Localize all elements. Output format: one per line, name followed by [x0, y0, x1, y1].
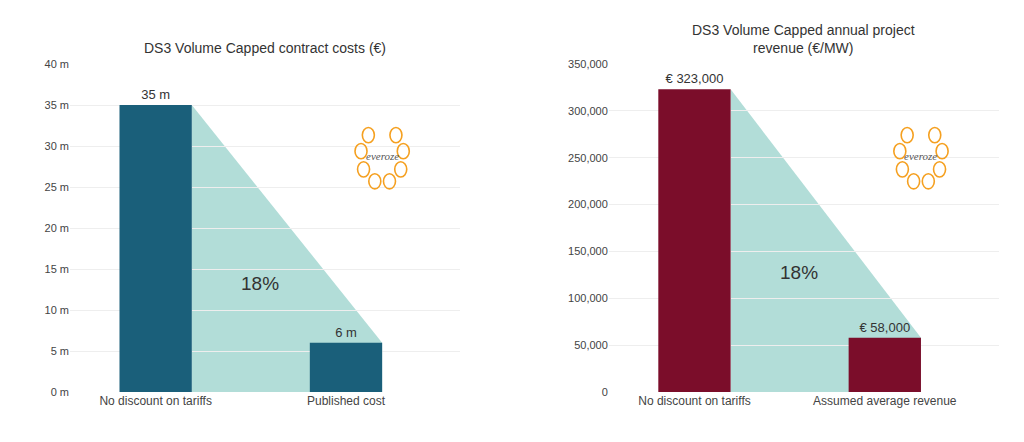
svg-text:25 m: 25 m [45, 181, 69, 193]
svg-text:No discount on tariffs: No discount on tariffs [99, 394, 212, 408]
svg-text:Published cost: Published cost [307, 394, 386, 408]
svg-text:40 m: 40 m [45, 58, 69, 70]
svg-text:150,000: 150,000 [568, 245, 608, 257]
svg-text:€ 58,000: € 58,000 [859, 320, 910, 335]
svg-text:15 m: 15 m [45, 263, 69, 275]
svg-text:5 m: 5 m [51, 345, 69, 357]
svg-text:200,000: 200,000 [568, 198, 608, 210]
svg-text:35 m: 35 m [45, 99, 69, 111]
svg-text:30 m: 30 m [45, 140, 69, 152]
svg-text:6 m: 6 m [335, 325, 357, 340]
svg-text:everoze: everoze [904, 150, 937, 162]
svg-text:50,000: 50,000 [574, 339, 608, 351]
svg-text:20 m: 20 m [45, 222, 69, 234]
svg-text:everoze: everoze [366, 150, 399, 162]
svg-text:18%: 18% [241, 273, 279, 294]
svg-text:€ 323,000: € 323,000 [666, 71, 724, 86]
svg-text:100,000: 100,000 [568, 292, 608, 304]
svg-text:0: 0 [602, 386, 608, 398]
svg-text:350,000: 350,000 [568, 58, 608, 70]
svg-text:Assumed average revenue: Assumed average revenue [813, 394, 957, 408]
svg-text:No discount on tariffs: No discount on tariffs [638, 394, 751, 408]
svg-text:DS3 Volume Capped annual proje: DS3 Volume Capped annual projectrevenue … [692, 22, 915, 56]
svg-text:18%: 18% [780, 262, 818, 283]
svg-text:250,000: 250,000 [568, 152, 608, 164]
svg-text:35 m: 35 m [141, 87, 170, 102]
svg-text:10 m: 10 m [45, 304, 69, 316]
svg-text:300,000: 300,000 [568, 105, 608, 117]
svg-text:DS3 Volume Capped contract cos: DS3 Volume Capped contract costs (€) [144, 40, 386, 56]
svg-text:0 m: 0 m [51, 386, 69, 398]
